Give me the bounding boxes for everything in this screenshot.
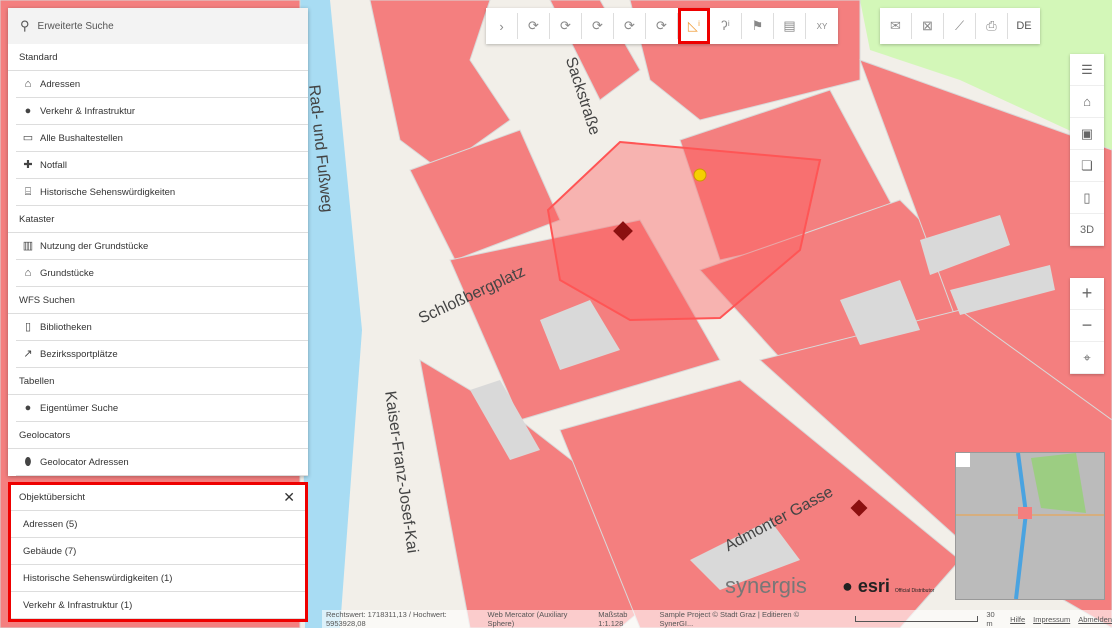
xy-tool-icon[interactable]: XY — [806, 13, 838, 39]
zoom-in-icon[interactable]: + — [1070, 278, 1104, 310]
clear-selection-icon[interactable]: ⊠ — [912, 13, 944, 39]
flag-tool-icon[interactable]: ⚑ — [742, 13, 774, 39]
search-item-label: Verkehr & Infrastruktur — [40, 105, 136, 117]
esri-subtext: Official Distributor — [894, 588, 935, 594]
copyright: Sample Project © Stadt Graz | Editieren … — [659, 610, 800, 628]
search-item[interactable]: ● Verkehr & Infrastruktur — [16, 98, 308, 125]
scale: Maßstab 1:1.128 — [598, 610, 628, 628]
building-icon: ▥ — [22, 240, 34, 252]
object-row[interactable]: Verkehr & Infrastruktur (1) — [11, 592, 305, 619]
search-item[interactable]: ▭ Alle Bushaltestellen — [16, 125, 308, 152]
synergis-logo: synergis — [725, 573, 807, 598]
xy-label: XY — [816, 21, 828, 31]
object-overview-title: Objektübersicht — [19, 492, 86, 503]
search-item[interactable]: ⬮ Geolocator Adressen — [16, 449, 308, 476]
imprint-link[interactable]: Impressum — [1033, 614, 1071, 624]
search-item-label: Grundstücke — [40, 267, 94, 279]
section-header: Standard — [8, 44, 308, 71]
select-point-tool-icon[interactable]: ⟳ — [518, 13, 550, 39]
bookmarks-icon[interactable]: ▯ — [1070, 182, 1104, 214]
advanced-search-button[interactable]: ⚲ Erweiterte Suche — [8, 8, 308, 44]
close-icon[interactable]: ✕ — [283, 489, 295, 505]
search-item[interactable]: ▥ Nutzung der Grundstücke — [16, 233, 308, 260]
identify-line-tool-icon[interactable]: ʔⁱ — [710, 13, 742, 39]
search-item-label: Eigentümer Suche — [40, 402, 119, 414]
profile-tool-icon[interactable]: ▤ — [774, 13, 806, 39]
search-item[interactable]: ↗ Bezirkssportplätze — [16, 341, 308, 368]
selection-polygon — [546, 140, 822, 322]
home-icon: ⌂ — [24, 78, 32, 90]
basemaps-icon[interactable]: ❏ — [1070, 150, 1104, 182]
status-bar: Rechtswert: 1718311,13 / Hochwert: 59539… — [322, 610, 1112, 628]
esri-text: esri — [857, 576, 890, 596]
bus-icon: ▭ — [22, 132, 34, 144]
object-row[interactable]: Adressen (5) — [11, 511, 305, 538]
search-item-label: Historische Sehenswürdigkeiten — [40, 186, 176, 198]
legend-icon[interactable]: ☰ — [1070, 54, 1104, 86]
person-icon: ● — [24, 402, 32, 414]
search-item-label: Geolocator Adressen — [40, 456, 129, 468]
search-item-label: Bibliotheken — [40, 321, 92, 333]
identify-polygon-tool-icon[interactable]: ◺ⁱ — [678, 8, 710, 44]
object-row[interactable]: Gebäude (7) — [11, 538, 305, 565]
scalebar-label: 30 m — [986, 610, 995, 628]
traffic-icon: ● — [24, 105, 32, 117]
section-header: Geolocators — [8, 422, 308, 449]
zoom-controls: + − ⌖ — [1070, 278, 1104, 374]
print-icon[interactable]: ⎙ — [976, 13, 1008, 39]
help-link[interactable]: Hilfe — [1010, 614, 1026, 624]
object-overview-panel: Objektübersicht ✕ Adressen (5) Gebäude (7)… — [8, 482, 308, 622]
coordinates: Rechtswert: 1718311,13 / Hochwert: 59539… — [326, 610, 447, 628]
mail-icon[interactable]: ✉ — [880, 13, 912, 39]
select-line-tool-icon[interactable]: ⟳ — [550, 13, 582, 39]
section-header: WFS Suchen — [8, 287, 308, 314]
search-item[interactable]: ⌂ Grundstücke — [16, 260, 308, 287]
pin-icon: ⬮ — [24, 456, 32, 468]
search-item-label: Alle Bushaltestellen — [40, 132, 123, 144]
expand-tool-icon[interactable]: › — [486, 13, 518, 39]
search-icon: ⚲ — [20, 18, 30, 33]
layers-icon[interactable]: ▣ — [1070, 118, 1104, 150]
tool-toolbar: › ⟳ ⟳ ⟳ ⟳ ⟳ ◺ⁱ ʔⁱ ⚑ ▤ XY — [486, 8, 838, 44]
select-circle-tool-icon[interactable]: ⟳ — [614, 13, 646, 39]
search-item[interactable]: ✚ Notfall — [16, 152, 308, 179]
search-item[interactable]: ⌸ Historische Sehenswürdigkeiten — [16, 179, 308, 206]
tags-icon[interactable]: ⌂ — [1070, 86, 1104, 118]
logout-link[interactable]: Abmelden — [1078, 614, 1112, 624]
scalebar — [855, 616, 979, 622]
runner-icon: ↗ — [23, 348, 33, 360]
search-item-label: Bezirkssportplätze — [40, 348, 118, 360]
elevation-profile-icon[interactable]: ⟋ — [944, 13, 976, 39]
zoom-out-icon[interactable]: − — [1070, 310, 1104, 342]
search-item-label: Nutzung der Grundstücke — [40, 240, 149, 252]
section-header: Kataster — [8, 206, 308, 233]
esri-logo: ● esri Official Distributor — [842, 576, 935, 596]
search-item[interactable]: ● Eigentümer Suche — [16, 395, 308, 422]
action-toolbar: ✉ ⊠ ⟋ ⎙ DE — [880, 8, 1040, 44]
right-tools: ☰ ⌂ ▣ ❏ ▯ 3D — [1070, 54, 1104, 246]
search-item-label: Notfall — [40, 159, 67, 171]
first-aid-icon: ✚ — [23, 159, 33, 171]
search-panel: ⚲ Erweiterte Suche Standard ⌂ Adressen ● Verk… — [8, 8, 308, 476]
object-row[interactable]: Historische Sehenswürdigkeiten (1) — [11, 565, 305, 592]
select-polygon-tool-icon[interactable]: ⟳ — [582, 13, 614, 39]
parcel-icon: ⌂ — [24, 267, 32, 279]
search-item-label: Adressen — [40, 78, 81, 90]
section-header: Tabellen — [8, 368, 308, 395]
museum-icon: ⌸ — [24, 186, 32, 198]
overview-map[interactable] — [955, 452, 1105, 600]
3d-button[interactable]: 3D — [1070, 214, 1104, 246]
search-item[interactable]: ▯ Bibliotheken — [16, 314, 308, 341]
search-item[interactable]: ⌂ Adressen — [16, 71, 308, 98]
select-freehand-tool-icon[interactable]: ⟳ — [646, 13, 678, 39]
projection: Web Mercator (Auxiliary Sphere) — [487, 610, 568, 628]
locate-icon[interactable]: ⌖ — [1070, 342, 1104, 374]
search-label: Erweiterte Suche — [37, 20, 114, 32]
book-icon: ▯ — [24, 321, 32, 333]
language-button[interactable]: DE — [1016, 20, 1032, 32]
